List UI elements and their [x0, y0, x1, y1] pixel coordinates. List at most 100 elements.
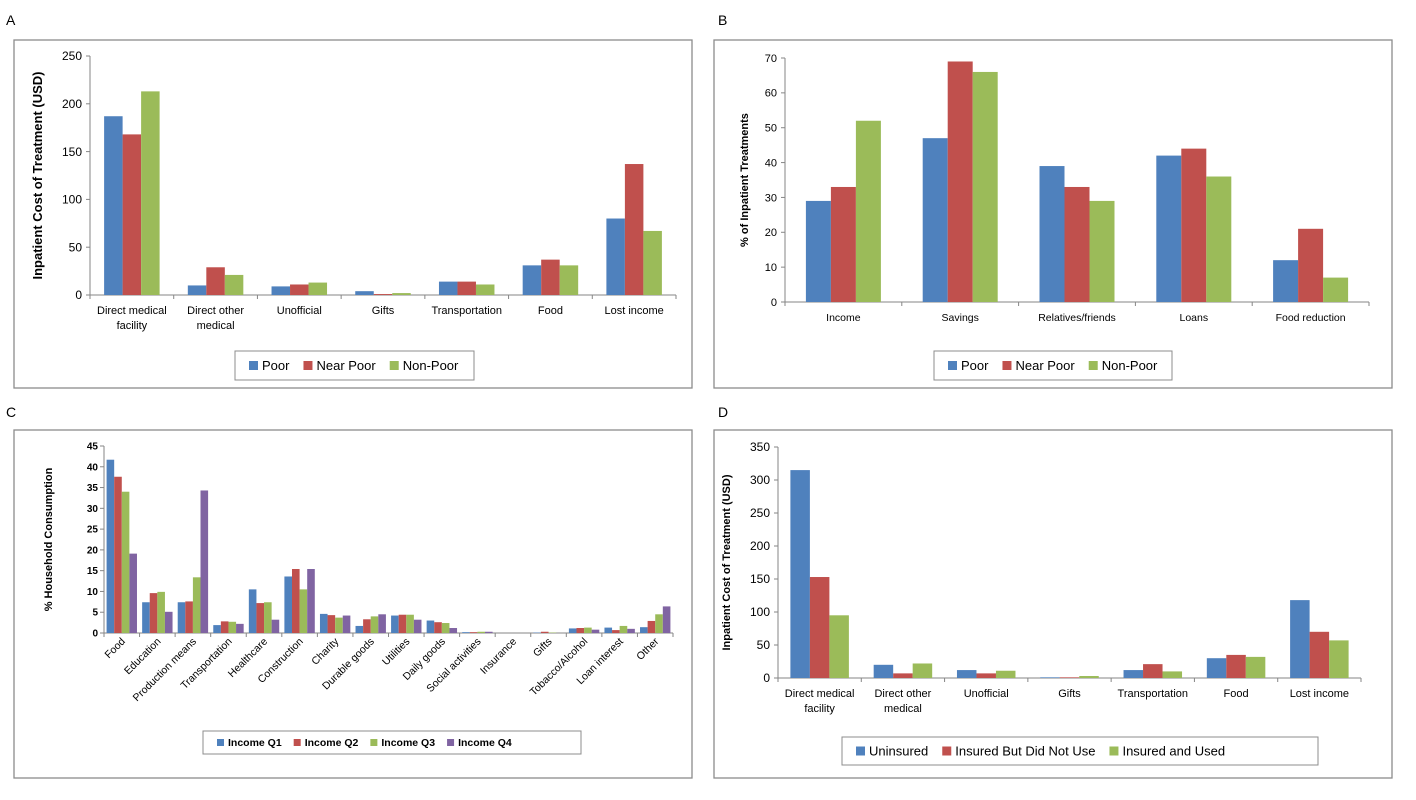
legend: Poor Near Poor Non-Poor — [933, 350, 1173, 381]
bar-non-poor — [475, 284, 495, 295]
bar-near-poor — [206, 267, 225, 295]
x-category-label: Direct other medical — [187, 305, 244, 332]
y-tick-label: 35 — [87, 483, 99, 494]
legend-swatch — [447, 739, 455, 746]
bar-non-poor — [855, 120, 881, 302]
bar-poor — [104, 116, 123, 295]
y-tick-label: 10 — [765, 262, 777, 274]
legend-label: Income Q1 — [228, 737, 282, 749]
panel-letter-a: A — [6, 12, 16, 28]
bar-non-poor — [559, 265, 579, 295]
bar-near-poor — [457, 281, 476, 295]
x-category-label: Income — [826, 312, 861, 324]
legend-box — [234, 350, 475, 381]
legend-swatch — [856, 746, 865, 756]
bar-insured-and-used — [1079, 676, 1099, 678]
bar-uninsured — [1290, 600, 1310, 678]
y-tick-label: 20 — [87, 545, 99, 556]
y-tick-label: 350 — [750, 440, 770, 454]
x-category-label: Direct other medical — [874, 688, 931, 715]
bar-near-poor — [541, 259, 560, 295]
chart-panel-d: 0 50 100 150 200 250 300 350 Inpatient Cost of T… — [713, 429, 1393, 779]
y-tick-label: 20 — [765, 227, 777, 239]
bar-non-poor — [1089, 200, 1115, 302]
bar-income-q3 — [228, 621, 237, 633]
bar-income-q1 — [319, 613, 328, 633]
bar-income-q2 — [149, 593, 158, 633]
x-category-label: Gifts — [372, 305, 395, 317]
legend-label: Insured and Used — [1122, 744, 1225, 759]
bar-income-q2 — [469, 632, 478, 633]
x-category-label: Gifts — [1058, 688, 1081, 700]
bar-poor — [187, 285, 207, 295]
legend-swatch — [942, 746, 952, 756]
bar-insured-and-used — [829, 615, 849, 678]
x-category-label: Relatives/friends — [1038, 312, 1116, 324]
bar-income-q2 — [363, 619, 371, 633]
bar-income-q1 — [106, 459, 115, 633]
bar-non-poor — [308, 282, 328, 295]
bar-income-q3 — [477, 631, 486, 633]
bar-non-poor — [392, 293, 411, 295]
bar-uninsured — [1040, 677, 1060, 678]
bar-income-q1 — [248, 589, 257, 633]
legend-swatch — [1109, 746, 1119, 756]
bar-non-poor — [972, 71, 998, 302]
y-tick-label: 250 — [62, 49, 82, 63]
bar-near-poor — [1181, 148, 1207, 302]
bar-poor — [606, 218, 625, 295]
y-tick-label: 45 — [87, 442, 99, 453]
legend: Uninsured Insured But Did Not Use Insured … — [841, 736, 1319, 766]
y-tick-label: 0 — [92, 629, 98, 640]
x-category-label: Unofficial — [277, 305, 322, 317]
legend-label: Income Q2 — [305, 737, 359, 749]
x-category-label: Unofficial — [964, 688, 1009, 700]
y-tick-label: 40 — [87, 462, 99, 473]
bar-income-q4 — [662, 606, 671, 633]
bar-income-q2 — [612, 630, 620, 633]
bar-insured-but-did-not-use — [1226, 654, 1246, 678]
bar-insured-but-did-not-use — [1309, 631, 1330, 678]
bar-income-q1 — [213, 625, 221, 633]
bar-income-q4 — [485, 631, 493, 633]
y-tick-label: 0 — [75, 288, 82, 302]
bar-near-poor — [290, 284, 309, 295]
bar-income-q1 — [426, 620, 435, 633]
panel-letter-c: C — [6, 404, 17, 420]
bar-income-q1 — [142, 602, 150, 633]
bar-income-q2 — [256, 603, 265, 633]
bar-income-q3 — [619, 625, 628, 633]
bar-insured-and-used — [995, 670, 1016, 678]
y-tick-label: 15 — [87, 566, 99, 577]
bar-income-q2 — [114, 476, 122, 633]
bar-near-poor — [624, 164, 644, 295]
bar-income-q3 — [121, 491, 130, 633]
bar-poor — [922, 138, 948, 302]
bar-insured-but-did-not-use — [893, 673, 913, 678]
bar-non-poor — [1323, 277, 1349, 302]
bar-income-q3 — [441, 623, 450, 633]
legend-label: Income Q3 — [381, 737, 435, 749]
bar-uninsured — [1206, 658, 1227, 678]
bar-near-poor — [373, 294, 393, 295]
bar-income-q3 — [157, 591, 165, 633]
bar-income-q3 — [370, 616, 379, 633]
legend-swatch — [293, 739, 301, 746]
bar-income-q1 — [604, 627, 613, 633]
bar-income-q4 — [449, 628, 458, 633]
y-axis-title: % Household Consumption — [43, 467, 55, 611]
y-tick-label: 70 — [765, 53, 777, 65]
bar-income-q1 — [284, 576, 292, 633]
y-tick-label: 200 — [62, 97, 82, 111]
bar-income-q4 — [236, 623, 244, 633]
legend: Poor Near Poor Non-Poor — [234, 350, 475, 381]
y-tick-label: 300 — [750, 473, 770, 487]
bar-income-q2 — [327, 615, 336, 633]
bar-income-q3 — [655, 614, 663, 633]
bar-uninsured — [956, 670, 977, 678]
bar-near-poor — [1298, 228, 1324, 302]
bar-poor — [1039, 166, 1065, 302]
bar-income-q3 — [406, 614, 414, 633]
legend-swatch — [217, 739, 224, 746]
